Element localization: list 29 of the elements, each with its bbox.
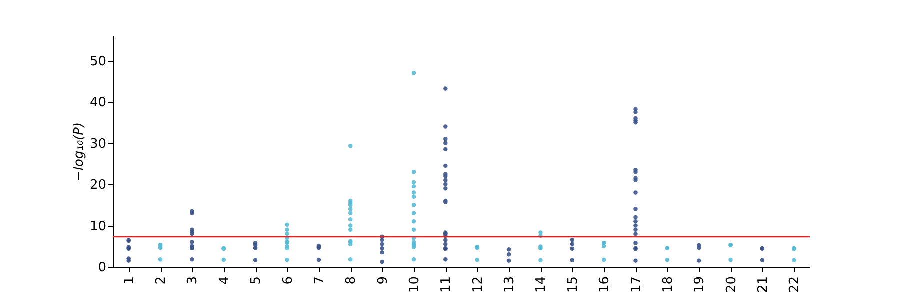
- x-tick-label: 9: [376, 276, 391, 285]
- x-tick-label: 3: [186, 276, 201, 285]
- y-tick-label: 0: [98, 260, 106, 276]
- x-tick-label: 8: [344, 276, 360, 285]
- x-tick-label: 5: [249, 276, 264, 285]
- y-tick-label: 20: [90, 178, 106, 193]
- x-tick-label: 11: [439, 276, 454, 294]
- x-tick-label: 22: [788, 276, 803, 294]
- x-tick-label: 10: [407, 276, 422, 294]
- x-tick-label: 20: [724, 276, 740, 294]
- x-tick-label: 15: [566, 276, 581, 294]
- x-tick-label: 4: [217, 276, 232, 285]
- x-tick-label: 16: [598, 276, 613, 294]
- x-tick-label: 19: [692, 276, 708, 294]
- x-tick-label: 18: [660, 276, 676, 294]
- x-tick-label: 7: [312, 276, 328, 285]
- x-tick-label: 1: [122, 276, 138, 285]
- x-tick-label: 17: [629, 276, 644, 294]
- x-tick-label: 13: [502, 276, 518, 294]
- y-tick-label: 40: [90, 96, 106, 110]
- y-tick-label: 30: [90, 136, 106, 152]
- x-tick-label: 12: [470, 276, 486, 294]
- y-tick-label: 50: [90, 54, 106, 70]
- x-tick-label: 2: [154, 276, 170, 285]
- x-tick-label: 14: [534, 276, 550, 294]
- x-tick-label: 21: [756, 276, 771, 294]
- y-axis-title: −log₁₀(P): [72, 122, 87, 182]
- x-tick-label: 6: [280, 276, 296, 285]
- y-tick-label: 10: [90, 219, 106, 234]
